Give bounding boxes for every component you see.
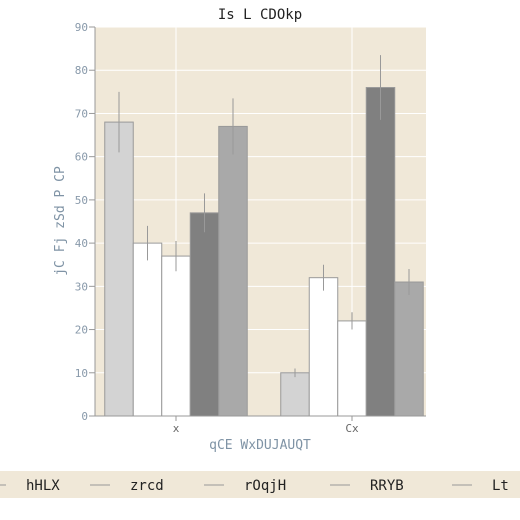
legend-box [0, 471, 520, 498]
bar [218, 125, 248, 417]
y-tick-label: 80 [75, 64, 88, 77]
y-tick-label: 90 [75, 21, 88, 34]
x-axis-label: qCE WxDUJAUQT [209, 438, 311, 453]
bar [308, 277, 339, 417]
error-bars [118, 55, 410, 378]
y-tick-label: 60 [75, 151, 88, 164]
y-tick-label: 10 [75, 367, 88, 380]
y-axis: 0 10 20 30 40 50 60 70 80 90 [75, 21, 96, 423]
y-axis-label: jC Fj zSd P CP [53, 166, 68, 276]
legend-entry: zrcd [130, 478, 164, 494]
y-tick-label: 0 [81, 410, 88, 423]
x-tick-label: x [173, 422, 180, 435]
bar [189, 212, 220, 417]
bar [337, 320, 367, 417]
legend: hHLX zrcd rOqjH RRYB Lt [0, 478, 509, 494]
bar [104, 121, 134, 417]
legend-entry: hHLX [26, 478, 60, 494]
legend-entry: Lt [492, 478, 509, 494]
bar [365, 87, 396, 417]
y-tick-label: 20 [75, 324, 88, 337]
legend-entry: RRYB [370, 478, 404, 494]
bar [161, 255, 191, 417]
legend-entry: rOqjH [244, 478, 286, 494]
y-tick-label: 50 [75, 194, 88, 207]
x-tick-label: Cx [345, 422, 359, 435]
bar [132, 242, 163, 417]
chart-title: Is L CDOkp [218, 7, 302, 23]
bar [394, 281, 424, 417]
y-tick-label: 40 [75, 237, 88, 250]
bar [280, 372, 310, 417]
x-axis: x Cx [95, 415, 426, 435]
y-tick-label: 70 [75, 107, 88, 120]
bars [104, 87, 424, 417]
y-tick-label: 30 [75, 280, 88, 293]
